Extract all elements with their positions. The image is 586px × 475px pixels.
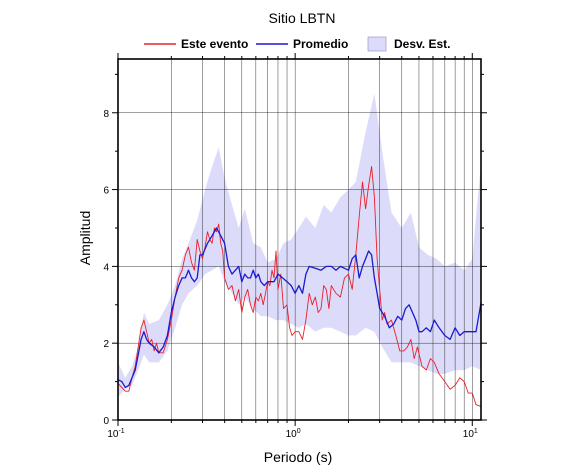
- y-tick-label: 4: [103, 262, 109, 273]
- x-tick-label: 100: [286, 428, 301, 440]
- legend-label-desv-est: Desv. Est.: [394, 37, 450, 51]
- x-tick-label: 101: [463, 428, 478, 440]
- legend-swatch-desv-est: [368, 37, 386, 51]
- y-axis-label: Amplitud: [77, 211, 93, 265]
- y-tick-label: 0: [103, 416, 109, 427]
- y-tick-label: 8: [103, 109, 109, 120]
- legend-label-promedio: Promedio: [293, 37, 348, 51]
- x-tick-label: 10-1: [107, 428, 124, 440]
- y-tick-label: 6: [103, 186, 109, 197]
- std-dev-band: [118, 94, 481, 397]
- x-axis-label: Periodo (s): [264, 449, 332, 465]
- std-dev-band-layer: [118, 94, 481, 397]
- legend: Este evento Promedio Desv. Est.: [144, 37, 450, 51]
- legend-label-este-evento: Este evento: [181, 37, 248, 51]
- y-tick-label: 2: [103, 339, 109, 350]
- chart-title: Sitio LBTN: [269, 10, 336, 26]
